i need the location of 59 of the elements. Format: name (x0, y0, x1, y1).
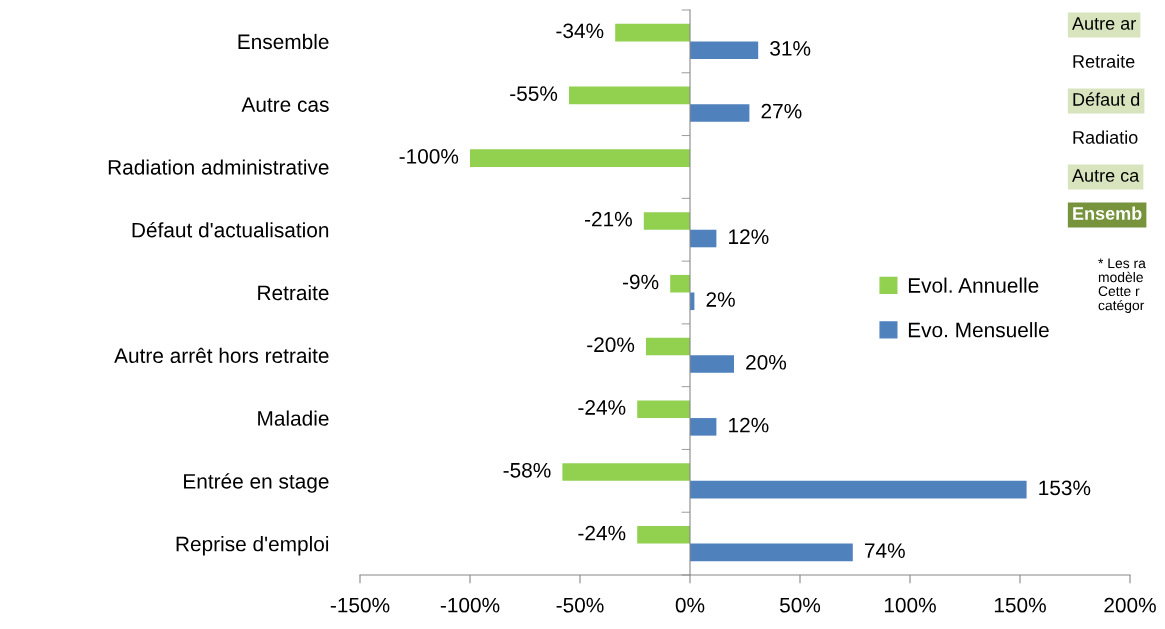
x-tick-label: -50% (556, 597, 604, 613)
y-tick-label: Défaut d'actualisation (132, 221, 329, 238)
annotation: Défaut d (1073, 92, 1140, 106)
bar (637, 526, 690, 544)
bar (690, 543, 853, 562)
bar (470, 149, 690, 167)
data-label: 12% (729, 417, 769, 433)
annotation: Radiatio (1073, 130, 1138, 144)
data-label: -21% (584, 211, 632, 227)
y-tick-label: Retraite (258, 284, 329, 301)
bar (690, 418, 717, 436)
y-tick-label: Autre arrêt hors retraite (114, 347, 329, 364)
data-label: 12% (729, 229, 769, 245)
data-label: 20% (746, 354, 787, 370)
legend-label: Evol. Annuelle (908, 277, 1039, 293)
annotation: * Les ra modèle Cette r catégor (1098, 258, 1146, 313)
data-label: 27% (761, 103, 802, 119)
x-tick-label: 100% (884, 597, 936, 613)
x-tick-label: -100% (440, 597, 500, 613)
y-tick-label: Autre cas (241, 97, 329, 112)
y-tick-label: Reprise d'emploi (176, 536, 329, 556)
y-tick-label: Entrée en stage (184, 473, 329, 493)
legend-label: Evo. Mensuelle (908, 322, 1049, 338)
bar (569, 86, 690, 105)
y-tick-label: Maladie (258, 410, 329, 426)
data-label: -24% (578, 525, 626, 541)
data-label: -34% (556, 23, 604, 39)
bar (670, 274, 690, 293)
data-label: -55% (510, 86, 558, 101)
bar (562, 463, 690, 481)
data-label: 153% (1039, 480, 1091, 496)
data-label: -24% (578, 400, 626, 415)
data-label: 74% (864, 543, 905, 558)
bar (690, 229, 717, 248)
y-tick-label: Ensemble (238, 33, 329, 50)
bar (615, 23, 690, 42)
x-tick-label: -150% (330, 597, 390, 613)
bar (690, 41, 759, 59)
y-tick-label: Radiation administrative (108, 159, 329, 175)
data-label: 31% (770, 41, 811, 56)
annotation: Ensemb (1073, 206, 1142, 220)
data-label: -20% (587, 337, 635, 353)
annotation: Autre ca (1072, 169, 1140, 182)
x-tick-label: 50% (779, 597, 821, 613)
x-tick-label: 200% (1104, 597, 1156, 613)
bar (690, 104, 750, 122)
data-label: -58% (503, 462, 551, 478)
bar (646, 337, 690, 356)
data-label: -100% (399, 149, 459, 164)
bar (690, 355, 734, 373)
bar (643, 212, 690, 230)
annotation: Retraite (1073, 54, 1135, 68)
data-label: 2% (706, 292, 735, 307)
x-tick-label: 150% (994, 597, 1046, 613)
x-tick-label: 0% (675, 597, 705, 613)
bar (637, 400, 690, 419)
data-label: -9% (622, 274, 659, 290)
annotation: Autre ar (1072, 17, 1136, 30)
bar (690, 480, 1027, 499)
